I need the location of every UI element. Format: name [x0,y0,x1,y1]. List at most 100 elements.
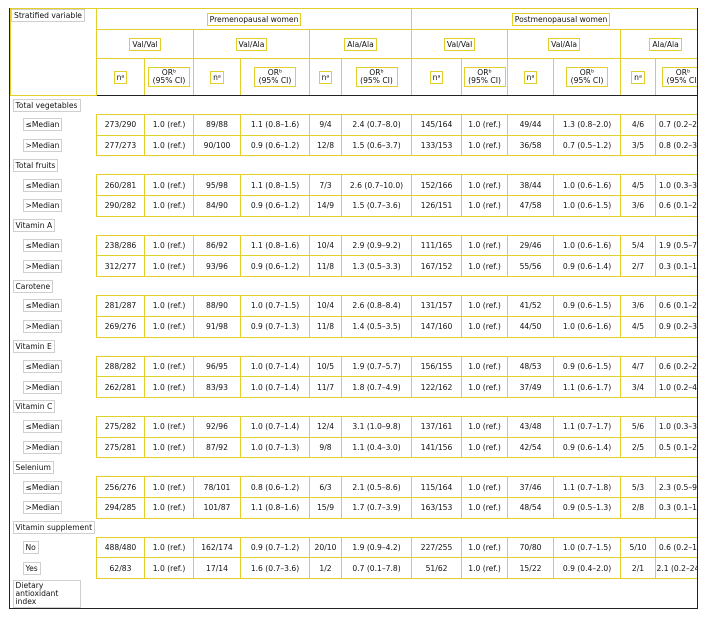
or-cell: 1.9 (0.7–5.7) [340,355,413,378]
n-cell: 141/156 [411,436,463,459]
or-cell: 1.0 (0.7–1.3) [240,436,310,459]
or-cell: 1.0 (ref.) [144,415,194,438]
or-cell: 1.0 (0.7–1.4) [240,376,310,398]
group-label: Total vegetables [12,98,81,112]
n-cell: 29/46 [507,234,555,257]
row-label: ≤Median [22,299,63,313]
n-cell: 1/2 [309,557,342,579]
genotype-header: Val/Val [443,37,476,51]
table-row: ≤Median 288/282 1.0 (ref.) 96/95 1.0 (0.7–1.… [11,355,697,378]
group-label: Selenium [12,460,54,474]
n-cell: 133/153 [411,134,463,157]
table-row: >Median 290/282 1.0 (ref.) 84/90 0.9 (0.6–1.… [11,195,697,217]
n-cell: 37/49 [507,376,555,398]
row-label: ≤Median [22,420,63,434]
n-cell: 273/290 [96,114,145,136]
n-cell: 89/88 [193,114,241,136]
group-row: Total fruits [11,156,698,175]
or-cell: 1.0 (ref.) [461,295,509,317]
row-label: >Median [22,380,63,394]
n-cell: 14/9 [309,195,342,217]
n-cell: 78/101 [193,476,241,498]
or-cell: 2.3 (0.5–9.9) [655,476,697,498]
n-cell: 49/44 [507,114,555,136]
group-row: Dietary antioxidant index [11,579,698,608]
or-cell: 1.0 (0.6–1.5) [553,195,622,217]
n-cell: 156/155 [411,355,463,378]
or-cell: 0.9 (0.6–1.5) [553,355,622,378]
n-cell: 83/93 [193,376,241,398]
group-row: Vitamin E [11,337,698,356]
or-cell: 1.5 (0.6–3.7) [340,134,413,157]
n-header: nᵃ [318,70,333,84]
or-header: ORᵇ (95% CI) [463,67,506,87]
or-cell: 1.1 (0.8–1.6) [240,234,310,257]
or-cell: 0.9 (0.6–1.5) [553,295,622,317]
n-cell: 152/166 [411,174,463,197]
n-header: nᵃ [631,70,645,84]
or-cell: 0.7 (0.1–7.8) [340,557,413,579]
or-cell: 1.0 (0.3–3.8) [655,174,697,197]
or-cell: 1.0 (ref.) [144,114,194,136]
genotype-header: Val/Val [129,37,161,51]
n-cell: 162/174 [193,536,241,559]
or-cell: 1.0 (ref.) [144,315,194,338]
n-cell: 288/282 [96,355,145,378]
n-cell: 3/6 [620,295,657,317]
n-cell: 17/14 [193,557,241,579]
row-label: Yes [22,561,41,575]
row-label: ≤Median [22,480,63,494]
or-cell: 1.1 (0.4–3.0) [340,436,413,459]
or-cell: 1.0 (ref.) [461,355,509,378]
n-cell: 312/277 [96,255,145,278]
n-cell: 38/44 [507,174,555,197]
n-cell: 96/95 [193,355,241,378]
group-row: Total vegetables [11,96,698,115]
group-label: Carotene [12,279,54,293]
n-cell: 3/5 [620,134,657,157]
or-cell: 0.9 (0.5–1.3) [553,496,622,519]
n-header: nᵃ [113,70,128,84]
n-cell: 167/152 [411,255,463,278]
results-table: Stratified variable Premenopausal women … [10,8,698,608]
or-cell: 1.1 (0.7–1.8) [553,476,622,498]
or-cell: 0.8 (0.6–1.2) [240,476,310,498]
group-label: Vitamin supplement [12,521,96,535]
n-cell: 90/100 [193,134,241,157]
group-label: Dietary antioxidant index [12,580,81,608]
n-cell: 11/8 [309,315,342,338]
group-label: Vitamin E [12,340,55,353]
group-label: Total fruits [12,158,59,172]
or-cell: 1.0 (ref.) [461,114,509,136]
or-cell: 1.3 (0.8–2.0) [553,114,622,136]
or-cell: 1.0 (ref.) [461,476,509,498]
or-cell: 1.0 (0.6–1.6) [553,234,622,257]
n-cell: 147/160 [411,315,463,338]
n-cell: 15/9 [309,496,342,519]
n-cell: 41/52 [507,295,555,317]
or-cell: 1.4 (0.5–3.5) [340,315,413,338]
or-cell: 1.0 (0.7–1.5) [240,295,310,317]
or-cell: 0.5 (0.1–2.5) [655,436,697,459]
n-cell: 115/164 [411,476,463,498]
n-cell: 294/285 [96,496,145,519]
n-cell: 238/286 [96,234,145,257]
n-cell: 4/5 [620,315,657,338]
or-cell: 1.0 (0.6–1.6) [553,315,622,338]
or-cell: 1.1 (0.6–1.7) [553,376,622,398]
genotype-header: Val/Ala [235,37,268,51]
n-cell: 48/53 [507,355,555,378]
stub-header: Stratified variable [11,9,85,22]
n-cell: 48/54 [507,496,555,519]
or-cell: 0.7 (0.5–1.2) [553,134,622,157]
n-cell: 93/96 [193,255,241,278]
n-cell: 290/282 [96,195,145,217]
or-cell: 0.9 (0.6–1.4) [553,255,622,278]
genotype-header: Ala/Ala [344,37,377,51]
or-cell: 1.0 (ref.) [461,376,509,398]
or-cell: 1.0 (ref.) [461,496,509,519]
n-cell: 4/7 [620,355,657,378]
or-cell: 1.8 (0.7–4.9) [340,376,413,398]
or-cell: 0.9 (0.6–1.4) [553,436,622,459]
row-label: >Median [22,440,63,454]
